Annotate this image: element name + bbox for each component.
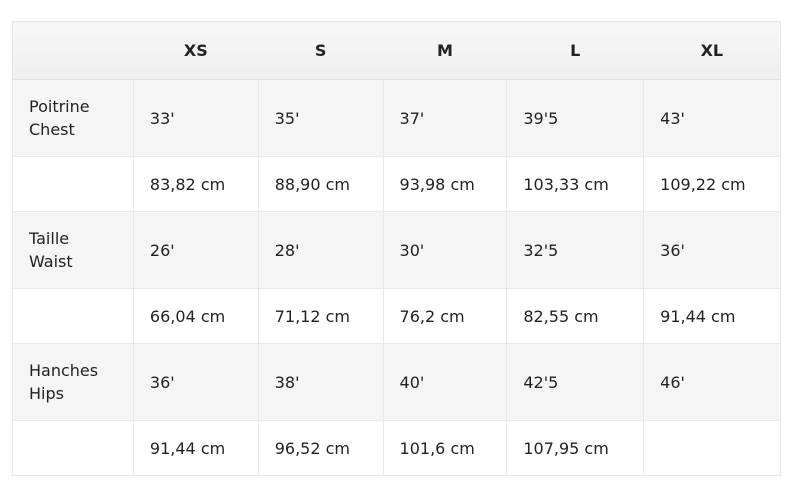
measure-label: Taille Waist	[12, 211, 134, 289]
size-value: 66,04 cm	[132, 288, 259, 344]
size-header: XS	[133, 21, 259, 80]
size-value: 37'	[382, 79, 508, 157]
size-value: 43'	[643, 79, 781, 157]
size-value: 96,52 cm	[257, 420, 384, 476]
table-row: 91,44 cm 96,52 cm 101,6 cm 107,95 cm	[12, 420, 781, 476]
size-value: 91,44 cm	[132, 420, 259, 476]
measure-label-line: Hanches	[29, 361, 99, 380]
table-row: 83,82 cm 88,90 cm 93,98 cm 103,33 cm 109,22 …	[12, 156, 781, 212]
size-header: XL	[643, 21, 781, 80]
size-value: 40'	[382, 343, 508, 421]
size-value: 28'	[257, 211, 384, 289]
size-value: 109,22 cm	[643, 156, 781, 212]
table-row: Taille Waist 26' 28' 30' 32'5 36'	[12, 211, 781, 289]
size-value: 32'5	[506, 211, 645, 289]
measure-label: Hanches Hips	[12, 343, 134, 421]
size-value: 38'	[257, 343, 384, 421]
size-value: 35'	[257, 79, 384, 157]
size-value: 36'	[643, 211, 781, 289]
size-value: 30'	[382, 211, 508, 289]
size-header: S	[258, 21, 384, 80]
measure-label: Poitrine Chest	[12, 79, 134, 157]
size-value: 71,12 cm	[257, 288, 384, 344]
size-value: 46'	[643, 343, 781, 421]
size-value: 93,98 cm	[382, 156, 508, 212]
size-header: L	[506, 21, 644, 80]
size-value: 103,33 cm	[506, 156, 645, 212]
measure-label-line: Taille	[29, 229, 70, 248]
size-value: 26'	[132, 211, 259, 289]
measure-label	[12, 420, 134, 476]
size-header	[12, 21, 134, 80]
size-value: 39'5	[506, 79, 645, 157]
size-value: 91,44 cm	[643, 288, 781, 344]
measure-label-line: Chest	[29, 120, 75, 139]
table-row: Poitrine Chest 33' 35' 37' 39'5 43'	[12, 79, 781, 157]
size-value: 42'5	[506, 343, 645, 421]
measure-label	[12, 156, 134, 212]
measure-label-line: Hips	[29, 384, 64, 403]
header-row: XS S M L XL	[12, 21, 781, 80]
size-chart-table: XS S M L XL Poitrine Chest 33' 35' 37' 39'5 43' 83,…	[12, 21, 781, 476]
measure-label-line: Waist	[29, 252, 73, 271]
measure-label-line: Poitrine	[29, 97, 90, 116]
measure-label	[12, 288, 134, 344]
size-value	[643, 420, 781, 476]
size-value: 83,82 cm	[132, 156, 259, 212]
size-value: 101,6 cm	[382, 420, 508, 476]
size-value: 33'	[132, 79, 259, 157]
size-header: M	[383, 21, 507, 80]
size-value: 76,2 cm	[382, 288, 508, 344]
table-row: Hanches Hips 36' 38' 40' 42'5 46'	[12, 343, 781, 421]
size-value: 88,90 cm	[257, 156, 384, 212]
table-row: 66,04 cm 71,12 cm 76,2 cm 82,55 cm 91,44 cm	[12, 288, 781, 344]
size-value: 36'	[132, 343, 259, 421]
size-value: 107,95 cm	[506, 420, 645, 476]
size-value: 82,55 cm	[506, 288, 645, 344]
